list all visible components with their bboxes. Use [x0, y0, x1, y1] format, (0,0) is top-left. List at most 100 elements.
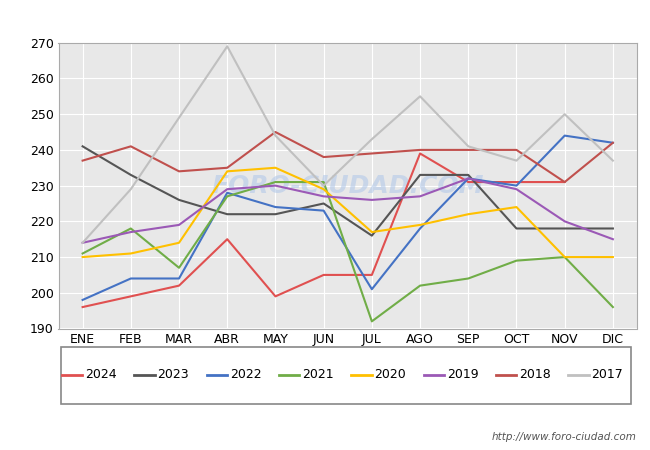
- 2021: [609, 304, 617, 310]
- 2021: [175, 265, 183, 270]
- 2019: [127, 230, 135, 235]
- 2017: [224, 44, 231, 49]
- 2020: [416, 222, 424, 228]
- 2023: [609, 226, 617, 231]
- Line: 2018: 2018: [83, 132, 613, 182]
- 2019: [272, 183, 280, 188]
- Line: 2017: 2017: [83, 46, 613, 243]
- Line: 2023: 2023: [83, 146, 613, 236]
- 2024: [272, 294, 280, 299]
- 2023: [224, 212, 231, 217]
- 2020: [320, 186, 328, 192]
- Text: 2023: 2023: [157, 368, 189, 381]
- 2020: [175, 240, 183, 245]
- 2019: [513, 186, 521, 192]
- 2023: [368, 233, 376, 238]
- 2021: [513, 258, 521, 263]
- 2017: [272, 133, 280, 138]
- Text: 2020: 2020: [374, 368, 406, 381]
- Text: 2018: 2018: [519, 368, 551, 381]
- 2018: [320, 154, 328, 160]
- 2024: [416, 151, 424, 156]
- Line: 2022: 2022: [83, 135, 613, 300]
- 2017: [320, 183, 328, 188]
- 2021: [561, 254, 569, 260]
- 2023: [127, 172, 135, 178]
- 2024: [79, 304, 86, 310]
- 2023: [320, 201, 328, 206]
- 2024: [368, 272, 376, 278]
- 2022: [224, 190, 231, 195]
- 2020: [127, 251, 135, 256]
- 2017: [127, 186, 135, 192]
- 2022: [320, 208, 328, 213]
- Text: 2024: 2024: [85, 368, 117, 381]
- 2020: [272, 165, 280, 171]
- 2018: [513, 147, 521, 153]
- 2018: [561, 180, 569, 185]
- 2018: [609, 140, 617, 145]
- 2021: [79, 251, 86, 256]
- 2018: [464, 147, 472, 153]
- 2019: [416, 194, 424, 199]
- 2022: [127, 276, 135, 281]
- 2020: [224, 169, 231, 174]
- Line: 2020: 2020: [83, 168, 613, 257]
- 2020: [368, 230, 376, 235]
- FancyBboxPatch shape: [61, 346, 631, 404]
- 2023: [513, 226, 521, 231]
- 2018: [127, 144, 135, 149]
- 2019: [464, 176, 472, 181]
- 2019: [79, 240, 86, 245]
- 2021: [416, 283, 424, 288]
- 2019: [561, 219, 569, 224]
- 2018: [224, 165, 231, 171]
- 2020: [464, 212, 472, 217]
- 2021: [368, 319, 376, 324]
- 2017: [513, 158, 521, 163]
- 2021: [320, 180, 328, 185]
- 2019: [609, 237, 617, 242]
- Text: 2017: 2017: [592, 368, 623, 381]
- 2024: [127, 294, 135, 299]
- Text: 2022: 2022: [230, 368, 261, 381]
- 2018: [368, 151, 376, 156]
- 2017: [561, 112, 569, 117]
- 2022: [368, 287, 376, 292]
- 2022: [513, 183, 521, 188]
- 2024: [561, 180, 569, 185]
- 2018: [175, 169, 183, 174]
- 2017: [368, 136, 376, 142]
- Text: FORO-CIUDAD.COM: FORO-CIUDAD.COM: [211, 174, 484, 198]
- Line: 2021: 2021: [83, 182, 613, 321]
- 2024: [224, 237, 231, 242]
- 2022: [272, 204, 280, 210]
- 2020: [561, 254, 569, 260]
- 2023: [175, 197, 183, 202]
- 2021: [464, 276, 472, 281]
- 2022: [561, 133, 569, 138]
- 2018: [79, 158, 86, 163]
- 2024: [320, 272, 328, 278]
- 2024: [464, 180, 472, 185]
- 2022: [175, 276, 183, 281]
- 2022: [464, 176, 472, 181]
- Text: 2021: 2021: [302, 368, 334, 381]
- 2023: [464, 172, 472, 178]
- 2017: [175, 115, 183, 121]
- 2024: [513, 180, 521, 185]
- 2017: [79, 240, 86, 245]
- 2023: [79, 144, 86, 149]
- 2023: [272, 212, 280, 217]
- 2018: [272, 129, 280, 135]
- 2022: [79, 297, 86, 302]
- 2023: [561, 226, 569, 231]
- 2020: [513, 204, 521, 210]
- 2021: [127, 226, 135, 231]
- Line: 2024: 2024: [83, 153, 565, 307]
- Line: 2019: 2019: [83, 179, 613, 243]
- 2022: [609, 140, 617, 145]
- 2019: [224, 186, 231, 192]
- 2019: [368, 197, 376, 202]
- 2018: [416, 147, 424, 153]
